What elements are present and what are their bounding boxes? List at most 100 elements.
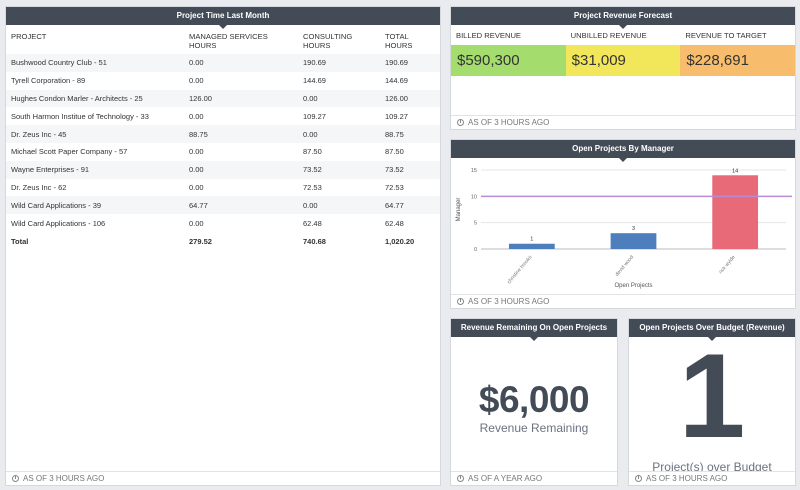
row-consulting-hours: 0.00 xyxy=(298,125,380,143)
row-managed-services-hours: 0.00 xyxy=(189,76,204,86)
row-consulting-hours: 73.52 xyxy=(298,160,380,179)
clock-icon xyxy=(635,475,642,482)
total-value: 740.68 xyxy=(298,231,380,252)
projects-by-manager-widget: Open Projects By Manager 0 5 10 15 1 christin… xyxy=(450,139,796,309)
total-label: Total xyxy=(6,231,184,252)
clock-icon xyxy=(457,475,464,482)
row-project: Michael Scott Paper Company - 57 xyxy=(11,147,128,157)
table-row[interactable]: South Harmon Institue of Technology - 33… xyxy=(6,107,440,125)
row-managed-services-hours: 0.00 xyxy=(189,147,204,157)
bar-value-label: 14 xyxy=(732,168,738,174)
row-project: Wild Card Applications - 39 xyxy=(6,196,184,215)
projects-by-manager-chart: 0 5 10 15 1 christine brooks 3 david wood 14 rick… xyxy=(456,168,792,289)
row-project: Dr. Zeus Inc - 45 xyxy=(6,125,184,143)
row-managed-services-hours: 88.75 xyxy=(184,125,298,143)
col-managed-services-hours[interactable]: MANAGED SERVICES HOURS xyxy=(189,32,268,50)
y-tick-label: 10 xyxy=(471,194,477,200)
total-value: 1,020.20 xyxy=(380,231,440,252)
row-total-hours: 109.27 xyxy=(385,111,408,121)
row-total-hours: 62.48 xyxy=(385,218,404,228)
kpi-value: $228,691 xyxy=(680,45,795,76)
row-managed-services-hours: 0.00 xyxy=(189,111,204,121)
row-managed-services-hours: 0.00 xyxy=(189,218,204,228)
row-consulting-hours: 144.69 xyxy=(303,76,326,86)
table-row[interactable]: Wayne Enterprises - 91 0.00 73.52 73.52 xyxy=(6,160,440,179)
x-tick-label: christine brooks xyxy=(506,254,533,285)
row-managed-services-hours: 126.00 xyxy=(184,89,298,108)
row-managed-services-hours: 64.77 xyxy=(184,196,298,215)
row-total-hours: 126.00 xyxy=(380,89,440,108)
row-consulting-hours: 109.27 xyxy=(303,111,326,121)
table-row[interactable]: Dr. Zeus Inc - 45 88.75 0.00 88.75 xyxy=(6,125,440,143)
bar xyxy=(712,175,759,249)
table-row[interactable]: Hughes Condon Marler - Architects - 25 12… xyxy=(6,89,440,108)
y-axis-label: Manager xyxy=(456,198,462,222)
clock-icon xyxy=(12,475,19,482)
y-tick-label: 15 xyxy=(471,168,477,174)
timestamp: AS OF 3 HOURS AGO xyxy=(646,474,728,483)
clock-icon xyxy=(457,119,464,126)
project-time-widget: Project Time Last Month PROJECT MANAGED … xyxy=(5,6,441,486)
col-consulting-hours[interactable]: CONSULTING HOURS xyxy=(303,32,353,50)
projects-by-manager-title: Open Projects By Manager xyxy=(451,140,795,162)
timestamp: AS OF 3 HOURS AGO xyxy=(468,118,550,127)
row-consulting-hours: 62.48 xyxy=(303,218,322,228)
y-tick-label: 5 xyxy=(474,221,477,227)
row-total-hours: 64.77 xyxy=(380,196,440,215)
timestamp: AS OF 3 HOURS AGO xyxy=(23,474,105,483)
row-managed-services-hours: 0.00 xyxy=(184,160,298,179)
timestamp: AS OF A YEAR AGO xyxy=(468,474,543,483)
row-consulting-hours: 190.69 xyxy=(298,54,380,72)
revenue-forecast-footer: AS OF 3 HOURS AGO xyxy=(451,115,795,129)
revenue-remaining-label: Revenue Remaining xyxy=(479,421,589,435)
table-row[interactable]: Wild Card Applications - 106 0.00 62.48 62.… xyxy=(6,214,440,232)
projects-by-manager-footer: AS OF 3 HOURS AGO xyxy=(451,294,795,308)
row-consulting-hours: 0.00 xyxy=(298,89,380,108)
row-project: Hughes Condon Marler - Architects - 25 xyxy=(6,89,184,108)
over-budget-footer: AS OF 3 HOURS AGO xyxy=(629,471,795,485)
kpi-row: BILLED REVENUE $590,300 UNBILLED REVENUE… xyxy=(451,29,795,76)
row-project: Wayne Enterprises - 91 xyxy=(6,160,184,179)
clock-icon xyxy=(457,298,464,305)
row-project: Dr. Zeus Inc - 62 xyxy=(11,182,67,192)
row-total-hours: 190.69 xyxy=(380,54,440,72)
over-budget-title: Open Projects Over Budget (Revenue) xyxy=(629,319,795,341)
col-project[interactable]: PROJECT xyxy=(11,32,47,41)
row-project: Wild Card Applications - 106 xyxy=(11,218,106,228)
row-project: Bushwood Country Club - 51 xyxy=(6,54,184,72)
kpi-billed-revenue: BILLED REVENUE $590,300 xyxy=(451,29,566,76)
kpi-label: UNBILLED REVENUE xyxy=(570,31,647,40)
project-time-footer: AS OF 3 HOURS AGO xyxy=(6,471,440,485)
x-tick-label: rick wylde xyxy=(718,254,737,275)
revenue-remaining-value: $6,000 xyxy=(478,379,590,420)
over-budget-widget: Open Projects Over Budget (Revenue) 1 Pr… xyxy=(628,318,796,486)
x-axis-label: Open Projects xyxy=(614,283,652,289)
timestamp: AS OF 3 HOURS AGO xyxy=(468,297,550,306)
row-project: South Harmon Institue of Technology - 33 xyxy=(11,111,149,121)
revenue-remaining-title: Revenue Remaining On Open Projects xyxy=(451,319,617,341)
revenue-remaining-widget: Revenue Remaining On Open Projects $6,00… xyxy=(450,318,618,486)
bar-value-label: 3 xyxy=(632,226,635,232)
table-row[interactable]: Bushwood Country Club - 51 0.00 190.69 190.… xyxy=(6,54,440,72)
revenue-forecast-widget: Project Revenue Forecast BILLED REVENUE … xyxy=(450,6,796,130)
row-total-hours: 88.75 xyxy=(380,125,440,143)
row-consulting-hours: 72.53 xyxy=(303,182,322,192)
table-header-row: PROJECT MANAGED SERVICES HOURS CONSULTIN… xyxy=(6,25,440,54)
table-row[interactable]: Dr. Zeus Inc - 62 0.00 72.53 72.53 xyxy=(6,179,440,197)
over-budget-label: Project(s) over Budget xyxy=(652,460,772,474)
row-consulting-hours: 87.50 xyxy=(303,147,322,157)
col-total-hours[interactable]: TOTAL HOURS xyxy=(385,32,413,50)
row-total-hours: 87.50 xyxy=(385,147,404,157)
table-row[interactable]: Wild Card Applications - 39 64.77 0.00 64.7… xyxy=(6,196,440,215)
kpi-label: REVENUE TO TARGET xyxy=(685,31,767,40)
x-tick-label: david wood xyxy=(614,254,635,277)
total-value: 279.52 xyxy=(184,231,298,252)
table-row[interactable]: Tyrell Corporation - 89 0.00 144.69 144.69 xyxy=(6,72,440,90)
over-budget-value: 1 xyxy=(678,329,746,463)
row-managed-services-hours: 0.00 xyxy=(184,54,298,72)
kpi-value: $31,009 xyxy=(565,45,681,76)
row-total-hours: 144.69 xyxy=(385,76,408,86)
table-row[interactable]: Michael Scott Paper Company - 57 0.00 87.5… xyxy=(6,143,440,161)
project-time-table: PROJECT MANAGED SERVICES HOURS CONSULTIN… xyxy=(6,25,440,252)
row-total-hours: 72.53 xyxy=(385,182,404,192)
